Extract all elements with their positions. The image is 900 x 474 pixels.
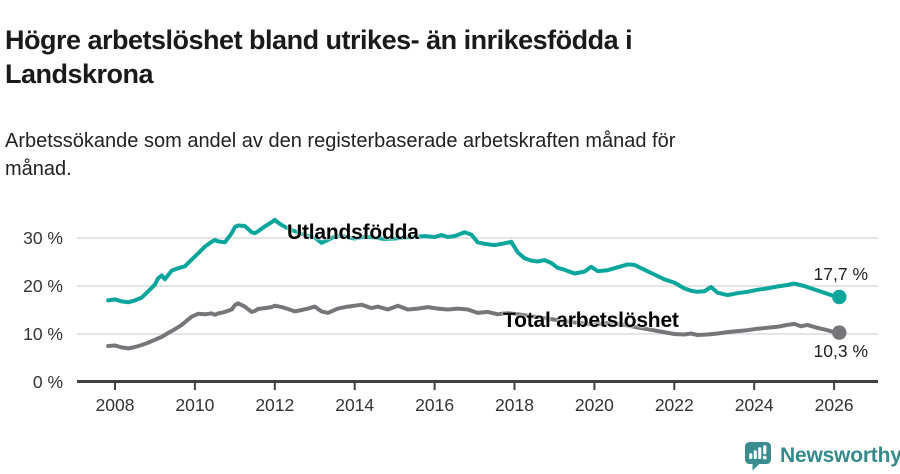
- x-tick-label: 2026: [815, 395, 854, 415]
- page-subtitle: Arbetssökande som andel av den registerb…: [5, 130, 676, 181]
- x-tick-label: 2010: [175, 395, 214, 415]
- series-end-dot-utlandsfodda: [832, 289, 847, 305]
- newsworthy-logo: Newsworthy: [743, 440, 900, 471]
- newsworthy-chart-bubble-icon: [745, 442, 771, 471]
- page-title: Högre arbetslöshet bland utrikes- än inr…: [5, 25, 633, 90]
- x-tick-label: 2016: [415, 395, 454, 415]
- series-line-utlandsfodda: [106, 217, 842, 305]
- x-tick-label: 2024: [735, 395, 774, 415]
- end-value-total: 10,3 %: [813, 341, 868, 361]
- series-label-total: Total arbetslöshet: [503, 309, 679, 332]
- brand-name: Newsworthy: [780, 443, 900, 467]
- series-label-utlandsfodda: Utlandsfödda: [287, 221, 419, 244]
- y-tick-label: 20 %: [23, 276, 63, 296]
- y-tick-label: 0 %: [33, 372, 63, 392]
- x-tick-label: 2012: [255, 395, 294, 415]
- y-tick-label: 30 %: [23, 228, 63, 248]
- x-tick-label: 2014: [335, 395, 374, 415]
- x-tick-label: 2022: [655, 395, 694, 415]
- y-tick-label: 10 %: [23, 324, 63, 344]
- x-tick-label: 2020: [575, 395, 614, 415]
- series-end-dot-total: [832, 325, 847, 340]
- end-value-utlandsfodda: 17,7 %: [813, 264, 868, 284]
- series-line-total: [106, 301, 842, 351]
- x-tick-label: 2018: [495, 395, 534, 415]
- x-tick-label: 2008: [96, 395, 135, 415]
